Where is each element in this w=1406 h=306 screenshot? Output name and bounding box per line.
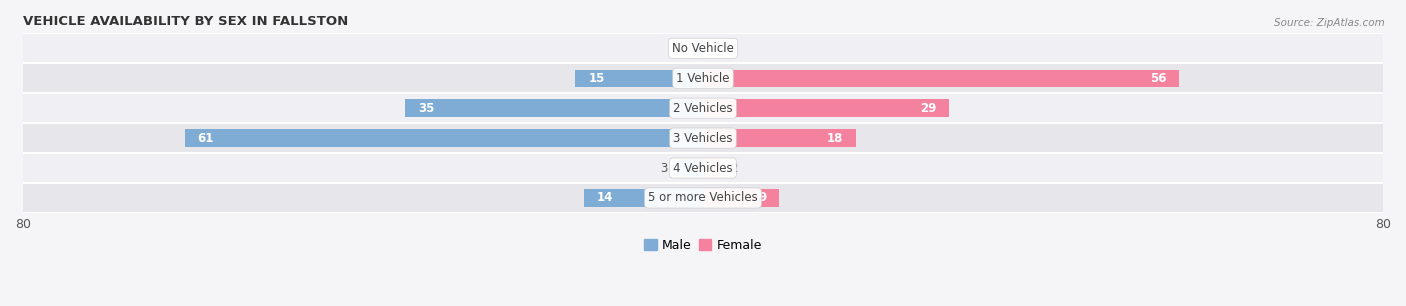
Text: 2: 2: [730, 162, 738, 174]
Text: 3 Vehicles: 3 Vehicles: [673, 132, 733, 145]
Bar: [703, 69, 1180, 87]
Text: 15: 15: [588, 72, 605, 85]
Text: 18: 18: [827, 132, 844, 145]
Bar: [703, 129, 856, 147]
Text: 0: 0: [713, 42, 720, 55]
Text: VEHICLE AVAILABILITY BY SEX IN FALLSTON: VEHICLE AVAILABILITY BY SEX IN FALLSTON: [22, 15, 349, 28]
Bar: [22, 183, 1384, 213]
Text: 1: 1: [676, 42, 685, 55]
Bar: [405, 99, 703, 117]
Text: 9: 9: [758, 192, 766, 204]
Legend: Male, Female: Male, Female: [640, 234, 766, 257]
Bar: [575, 69, 703, 87]
Text: Source: ZipAtlas.com: Source: ZipAtlas.com: [1274, 18, 1385, 28]
Bar: [22, 153, 1384, 183]
Bar: [583, 189, 703, 207]
Text: 14: 14: [596, 192, 613, 204]
Text: 56: 56: [1150, 72, 1166, 85]
Bar: [695, 39, 703, 57]
Bar: [22, 93, 1384, 123]
Text: 4 Vehicles: 4 Vehicles: [673, 162, 733, 174]
Bar: [22, 63, 1384, 93]
Text: No Vehicle: No Vehicle: [672, 42, 734, 55]
Text: 35: 35: [418, 102, 434, 115]
Bar: [703, 99, 949, 117]
Text: 5 or more Vehicles: 5 or more Vehicles: [648, 192, 758, 204]
Text: 2 Vehicles: 2 Vehicles: [673, 102, 733, 115]
Bar: [184, 129, 703, 147]
Text: 61: 61: [197, 132, 214, 145]
Bar: [22, 33, 1384, 63]
Text: 29: 29: [921, 102, 936, 115]
Bar: [703, 189, 779, 207]
Text: 3: 3: [659, 162, 668, 174]
Bar: [678, 159, 703, 177]
Bar: [22, 123, 1384, 153]
Bar: [703, 159, 720, 177]
Text: 1 Vehicle: 1 Vehicle: [676, 72, 730, 85]
